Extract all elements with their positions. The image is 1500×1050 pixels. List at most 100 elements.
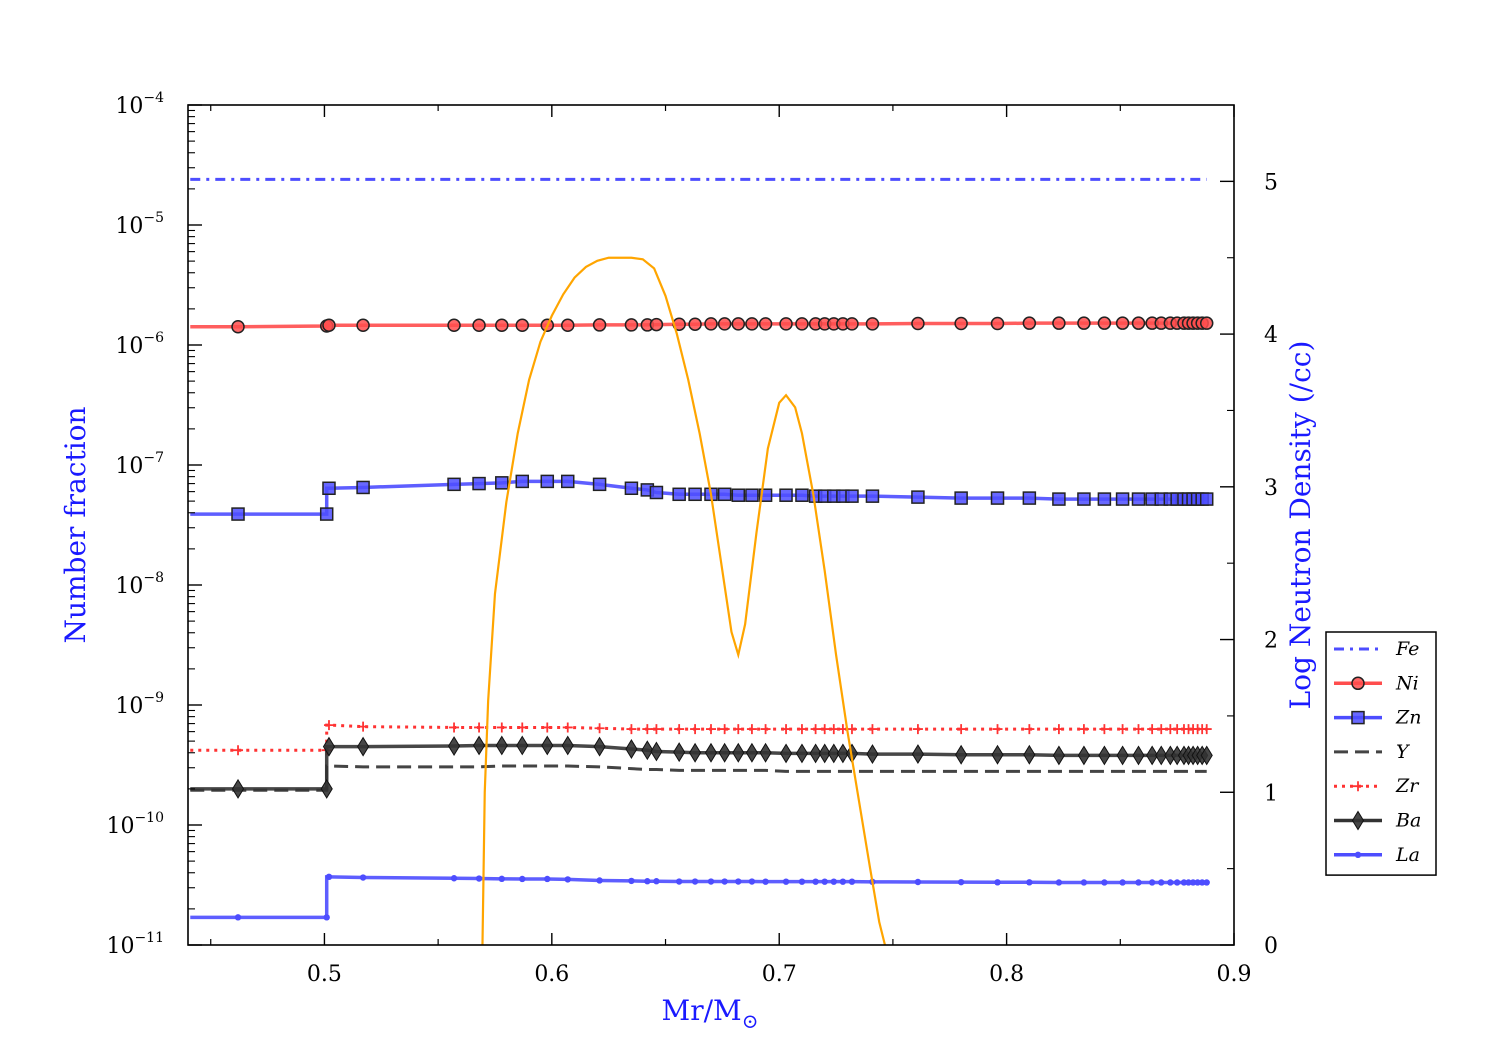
series-ba-point [593,736,606,757]
series-la-point [1119,879,1126,886]
series-la-point [1055,879,1063,886]
series-ni-point [717,317,732,331]
series-zn-point [911,490,925,504]
series-zn-point [447,477,461,492]
series-ba-point [625,739,638,759]
y-tick-base: 10 [115,94,143,119]
legend-ni-marker [1351,676,1365,691]
y-tick-label: 10−9 [115,690,164,719]
series-ba-point [320,778,333,799]
legend-entry-fe: Fe [1334,638,1419,660]
series-zn-point [990,491,1005,505]
series-ba-point [1098,745,1111,766]
series-zr-point [674,724,685,735]
legend-zr-marker [1353,781,1363,792]
series-la-point [675,878,683,885]
series-zr-point [496,722,507,733]
data-layer [190,177,1214,946]
legend-entry-la: La [1334,844,1420,866]
series-zr-point [594,723,605,734]
plot-frame [187,104,1235,946]
series-la-point [325,873,333,881]
series-ba-point [561,735,574,756]
series-la-point [475,875,483,882]
series-zn-point [745,488,759,502]
series-ba-point [1146,745,1159,766]
series-zn-point [1097,492,1112,506]
series-la [190,873,1210,921]
series-ni-point [688,317,702,331]
y2-axis-label: Log Neutron Density (/cc) [1284,341,1317,710]
series-zr-point [517,722,528,733]
legend-box [1325,631,1437,876]
series-ba-point [1077,745,1091,766]
series-zr-point [956,724,967,735]
series-ni-point [731,317,746,331]
x-tick-label: 0.9 [1217,962,1252,987]
series-zn-point [319,507,334,521]
series-la-point [812,878,819,885]
series-la-point [359,874,367,881]
series-la-point [957,878,965,886]
series-zr-point [323,720,334,731]
series-zr-point [746,724,757,735]
legend-fe-label: Fe [1395,638,1419,660]
series-la-point [798,878,806,885]
series-zr-point [846,724,857,735]
series-la-point [1167,879,1174,886]
series-ni-point [649,317,664,332]
series-ba-point [447,736,461,756]
series-la-point [234,914,242,921]
series-la-point [691,878,699,885]
series-ni [190,316,1214,334]
x-tick-label: 0.7 [762,962,797,987]
series-ni-point [1052,316,1066,330]
series-zn-point [495,476,509,490]
series-la-point [994,879,1001,886]
series-ni-point [1097,316,1112,330]
series-zr-point [1024,724,1035,735]
series-zr-point [810,724,821,735]
series-zn-point [592,477,607,492]
series-ni-point [472,318,486,333]
y-tick-exponent: −10 [134,810,164,826]
series-zr-point [542,722,553,733]
series-la-point [1194,879,1201,886]
y2-tick-label: 3 [1264,476,1278,501]
series-zn-point [1115,492,1130,506]
y-tick-exponent: −8 [143,570,164,586]
series-zr-point [1099,724,1110,735]
series-la-point [1135,879,1142,886]
series-ni-point [704,317,718,331]
series-zr-point [651,724,662,735]
series-y-line [190,764,1207,792]
series-ba-point [1052,745,1065,766]
series-zr-point [733,724,744,735]
series-ba-point [779,743,793,764]
y2-tick-label: 0 [1264,934,1278,959]
neutron-density-line [481,256,887,946]
series-la-point [1189,879,1197,886]
series-la-point [821,878,828,885]
series-ba-point [1023,744,1036,765]
series-zr-point [706,724,716,735]
series-ba-point [495,735,508,756]
axes-layer: 0.5 0.6 0.7 0.8 0.910−1110−1010−910−810−710−… [106,90,1278,987]
series-ba-point [759,742,772,763]
legend-ni-label: Ni [1395,672,1419,694]
series-zn-point [1052,492,1066,506]
series-zr-point [760,724,771,735]
series-ba-point [809,743,822,764]
series-la-point [782,878,790,885]
series-zr-point [690,724,701,735]
series-zn-point [560,474,575,489]
series-la-point [498,875,505,883]
series-zn-point [1199,492,1214,506]
legend-la-marker [1354,851,1362,858]
series-la-line [190,875,1207,920]
x-tick-label: 0.6 [534,962,569,987]
series-la-point [735,878,742,885]
series-zn-point [540,474,555,489]
series-zn [190,474,1214,521]
